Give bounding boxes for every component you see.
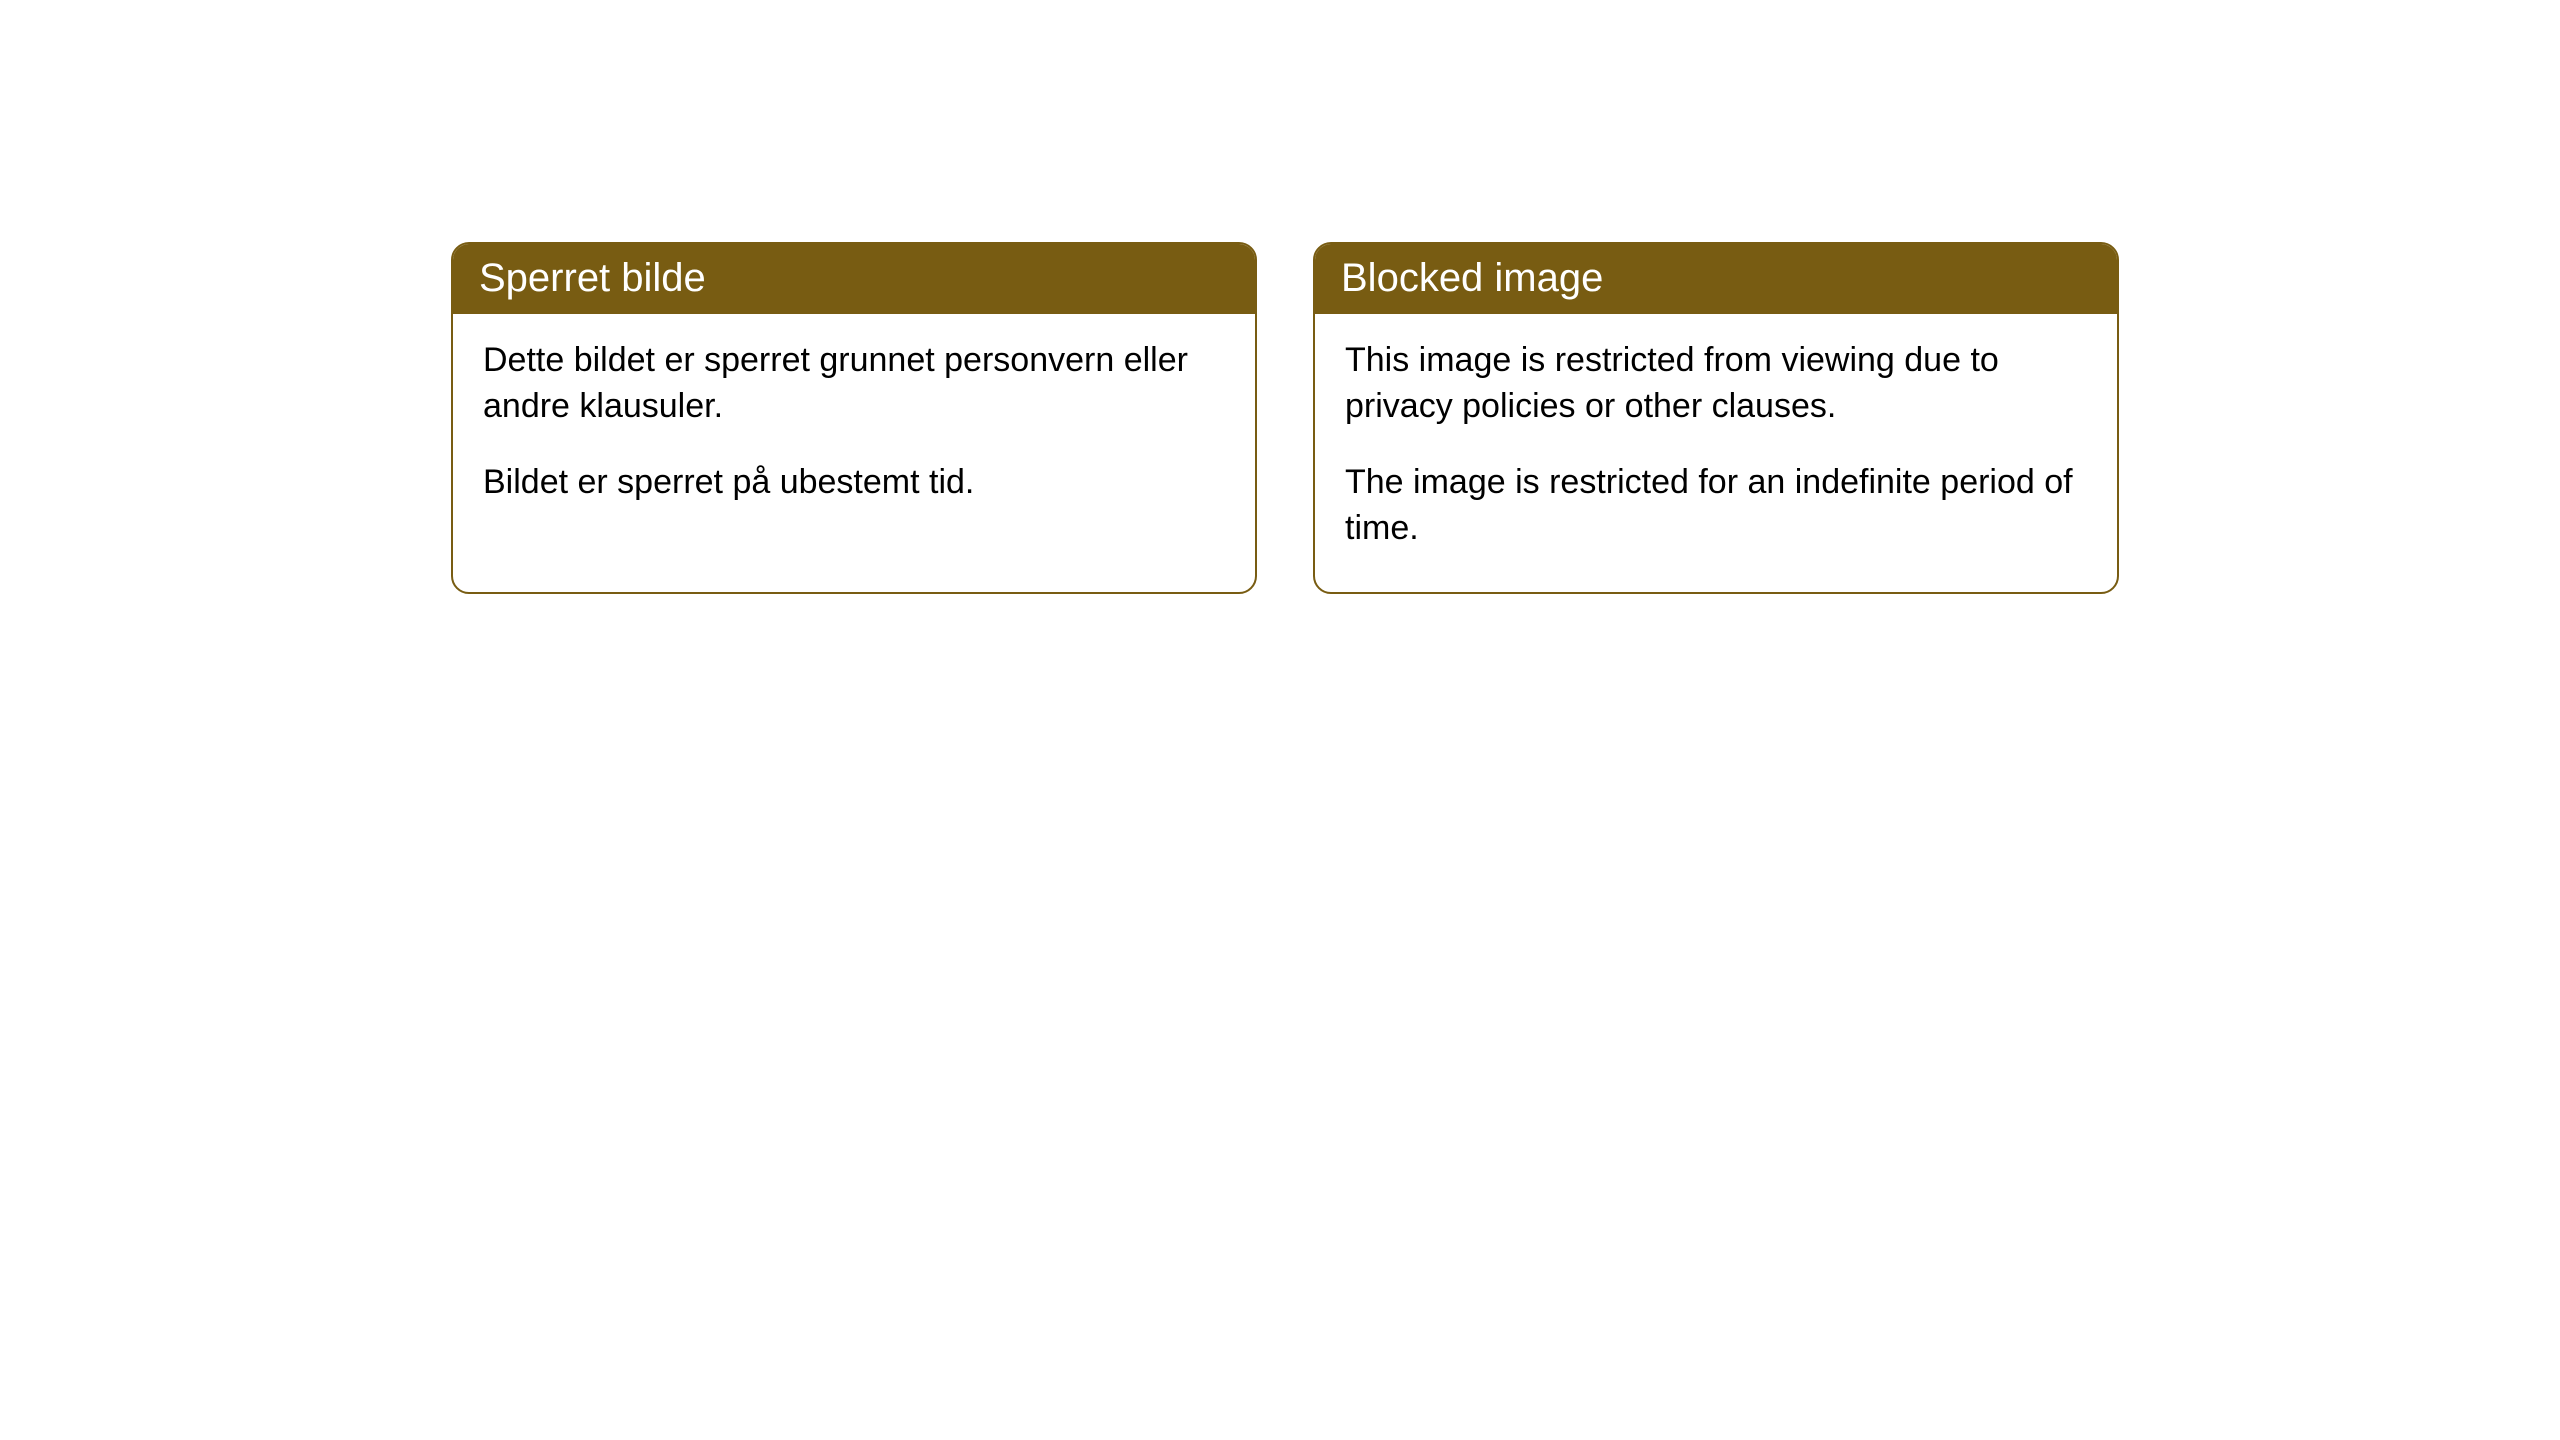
card-title: Blocked image: [1341, 256, 1603, 300]
card-header: Blocked image: [1315, 244, 2117, 314]
blocked-image-card-norwegian: Sperret bilde Dette bildet er sperret gr…: [451, 242, 1257, 594]
card-paragraph: Dette bildet er sperret grunnet personve…: [483, 338, 1225, 430]
card-body: Dette bildet er sperret grunnet personve…: [453, 314, 1255, 546]
notice-cards-container: Sperret bilde Dette bildet er sperret gr…: [0, 0, 2560, 594]
blocked-image-card-english: Blocked image This image is restricted f…: [1313, 242, 2119, 594]
card-paragraph: Bildet er sperret på ubestemt tid.: [483, 460, 1225, 506]
card-title: Sperret bilde: [479, 256, 706, 300]
card-header: Sperret bilde: [453, 244, 1255, 314]
card-paragraph: The image is restricted for an indefinit…: [1345, 460, 2087, 552]
card-paragraph: This image is restricted from viewing du…: [1345, 338, 2087, 430]
card-body: This image is restricted from viewing du…: [1315, 314, 2117, 592]
